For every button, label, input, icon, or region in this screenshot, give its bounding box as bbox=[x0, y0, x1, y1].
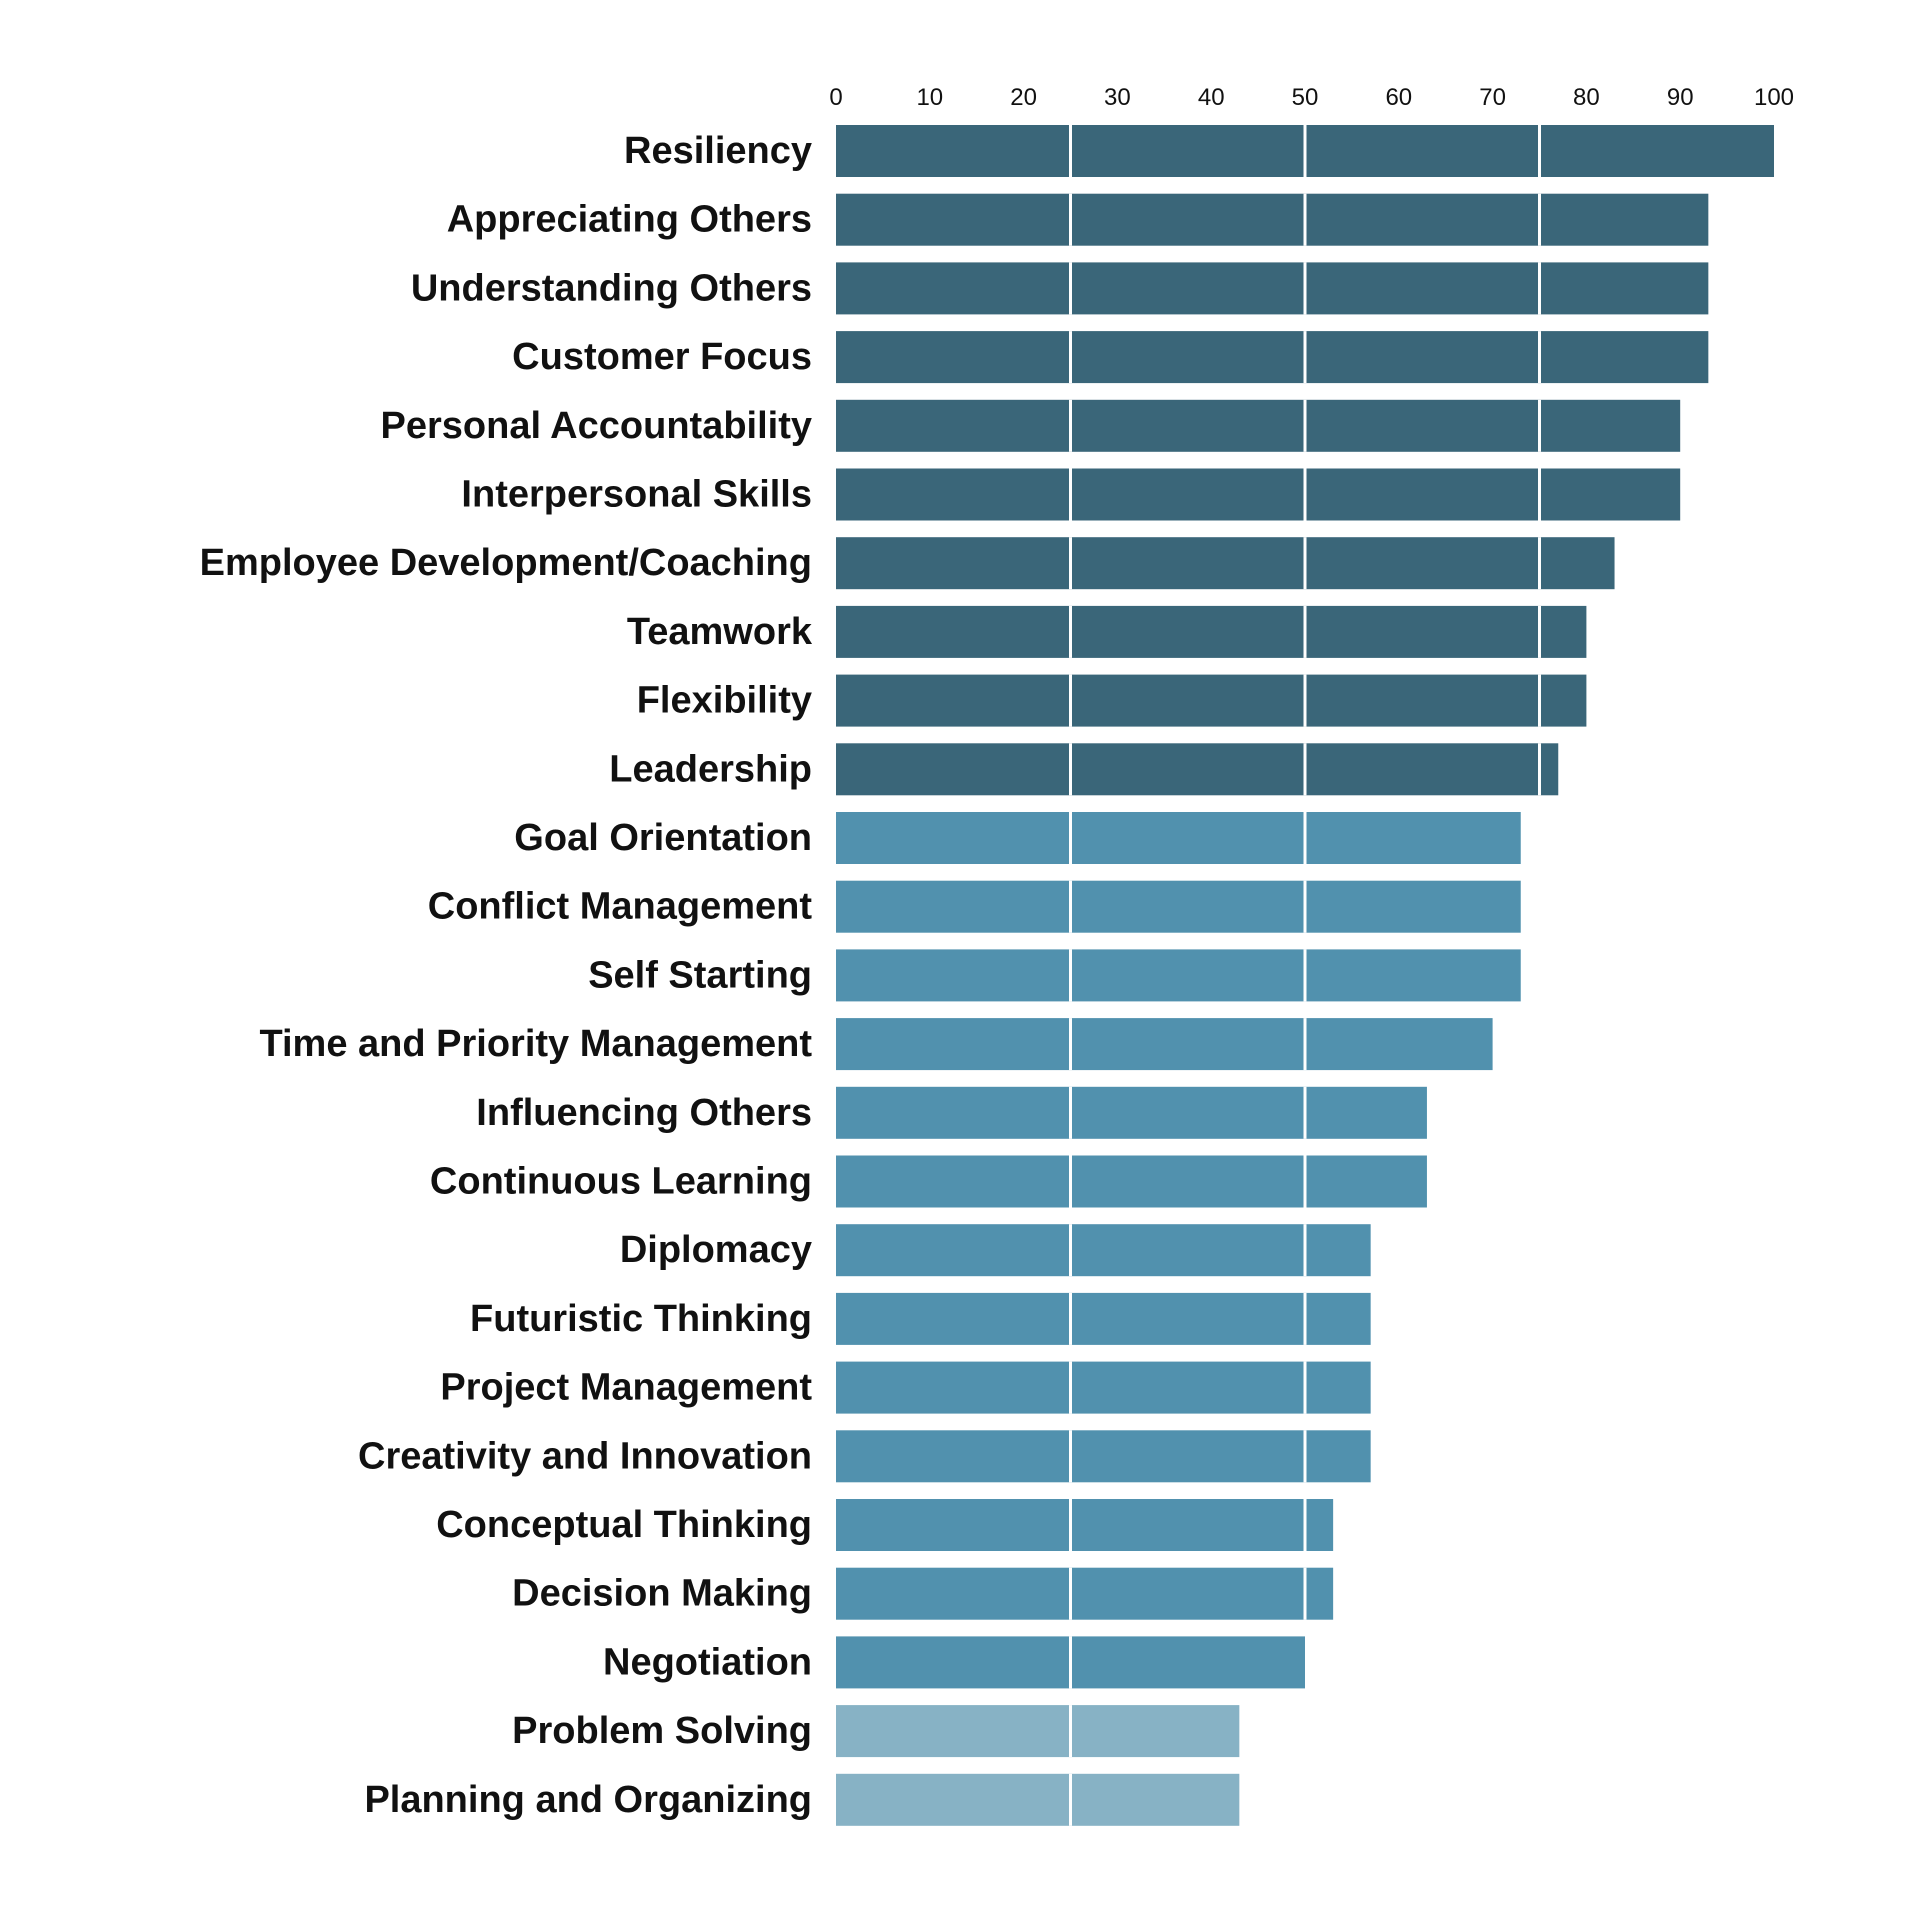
x-tick-label-0: 0 bbox=[829, 84, 842, 111]
category-label-decision-making: Decision Making bbox=[512, 1573, 812, 1615]
bar-futuristic-thinking bbox=[836, 1292, 1371, 1345]
x-tick-label-100: 100 bbox=[1754, 84, 1794, 111]
category-label-teamwork: Teamwork bbox=[627, 611, 813, 653]
reference-lines-layer bbox=[1069, 125, 1541, 1826]
bar-problem-solving bbox=[836, 1705, 1240, 1758]
category-labels-layer: Resiliency Appreciating Others Understandi… bbox=[200, 130, 813, 1821]
x-tick-label-50: 50 bbox=[1292, 84, 1319, 111]
category-label-resiliency: Resiliency bbox=[624, 130, 812, 172]
category-label-customer-focus: Customer Focus bbox=[512, 336, 812, 378]
bar-diplomacy bbox=[836, 1224, 1371, 1277]
bar-personal-accountability bbox=[836, 399, 1681, 452]
bar-interpersonal-skills bbox=[836, 468, 1681, 521]
category-label-self-starting: Self Starting bbox=[588, 954, 812, 996]
bar-decision-making bbox=[836, 1567, 1334, 1620]
category-label-flexibility: Flexibility bbox=[637, 680, 812, 722]
bar-goal-orientation bbox=[836, 812, 1521, 864]
category-label-influencing-others: Influencing Others bbox=[476, 1092, 812, 1134]
x-tick-label-70: 70 bbox=[1479, 84, 1506, 111]
category-label-diplomacy: Diplomacy bbox=[620, 1229, 812, 1271]
category-label-understanding-others: Understanding Others bbox=[411, 267, 812, 309]
x-axis-ticks-layer: 0 10 20 30 40 50 60 70 80 90 100 bbox=[829, 84, 1794, 111]
x-tick-label-10: 10 bbox=[916, 84, 943, 111]
bar-conceptual-thinking bbox=[836, 1499, 1334, 1551]
bar-self-starting bbox=[836, 949, 1521, 1002]
bar-conflict-management bbox=[836, 880, 1521, 933]
x-tick-label-20: 20 bbox=[1010, 84, 1037, 111]
x-tick-label-80: 80 bbox=[1573, 84, 1600, 111]
category-label-project-management: Project Management bbox=[440, 1367, 812, 1409]
bar-teamwork bbox=[836, 605, 1587, 658]
x-tick-label-90: 90 bbox=[1667, 84, 1694, 111]
x-tick-label-30: 30 bbox=[1104, 84, 1131, 111]
category-label-appreciating-others: Appreciating Others bbox=[447, 199, 812, 241]
category-label-planning-and-organizing: Planning and Organizing bbox=[364, 1779, 812, 1821]
x-tick-label-40: 40 bbox=[1198, 84, 1225, 111]
category-label-continuous-learning: Continuous Learning bbox=[430, 1161, 812, 1203]
bar-customer-focus bbox=[836, 331, 1709, 384]
bar-time-and-priority-management bbox=[836, 1018, 1493, 1071]
category-label-futuristic-thinking: Futuristic Thinking bbox=[470, 1298, 812, 1340]
bar-employee-development-coaching bbox=[836, 537, 1615, 590]
category-label-leadership: Leadership bbox=[609, 748, 812, 790]
bar-project-management bbox=[836, 1361, 1371, 1414]
category-label-employee-development-coaching: Employee Development/Coaching bbox=[200, 542, 812, 584]
bar-appreciating-others bbox=[836, 193, 1709, 246]
bar-flexibility bbox=[836, 674, 1587, 727]
category-label-conceptual-thinking: Conceptual Thinking bbox=[436, 1504, 812, 1546]
bars-layer bbox=[836, 125, 1774, 1826]
bar-planning-and-organizing bbox=[836, 1773, 1240, 1826]
category-label-time-and-priority-management: Time and Priority Management bbox=[259, 1023, 812, 1065]
bar-leadership bbox=[836, 743, 1559, 796]
category-label-interpersonal-skills: Interpersonal Skills bbox=[461, 474, 812, 516]
category-label-problem-solving: Problem Solving bbox=[512, 1710, 812, 1752]
bar-continuous-learning bbox=[836, 1155, 1427, 1208]
category-label-conflict-management: Conflict Management bbox=[428, 886, 813, 928]
bar-creativity-and-innovation bbox=[836, 1430, 1371, 1483]
bar-influencing-others bbox=[836, 1086, 1427, 1139]
category-label-creativity-and-innovation: Creativity and Innovation bbox=[358, 1435, 812, 1477]
x-tick-label-60: 60 bbox=[1385, 84, 1412, 111]
category-label-negotiation: Negotiation bbox=[603, 1641, 812, 1683]
category-label-goal-orientation: Goal Orientation bbox=[514, 817, 812, 859]
bar-understanding-others bbox=[836, 262, 1709, 315]
category-label-personal-accountability: Personal Accountability bbox=[381, 405, 812, 447]
